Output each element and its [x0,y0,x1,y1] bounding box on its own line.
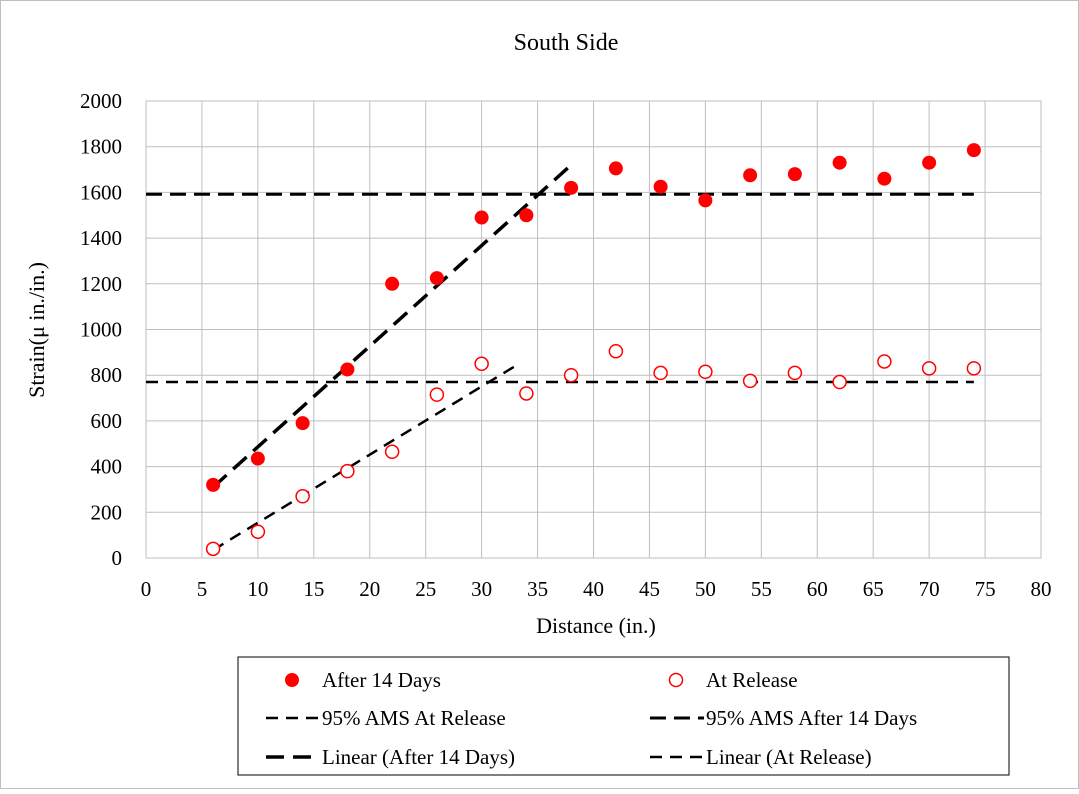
data-markers [205,143,982,557]
data-point-at-release [608,343,624,359]
legend-label: 95% AMS At Release [322,706,506,730]
x-tick-label: 70 [919,577,940,601]
x-tick-label: 75 [975,577,996,601]
x-tick-label: 35 [527,577,548,601]
y-tick-label: 0 [112,546,123,570]
legend-label: After 14 Days [322,668,441,692]
data-point-at-release [966,361,982,376]
data-point-at-release [742,373,758,389]
y-tick-label: 1400 [80,226,122,250]
x-axis-label: Distance (in.) [536,613,656,638]
y-tick-label: 1800 [80,135,122,159]
data-point-after-14-days [295,416,310,431]
y-tick-label: 800 [91,363,123,387]
legend-label: Linear (After 14 Days) [322,745,515,769]
legend: After 14 Days At Release 95% AMS At Releas… [237,656,1010,776]
data-point-after-14-days [743,168,758,183]
y-axis-label: Strain(μ in./in.) [24,262,49,398]
legend-symbol [668,672,684,688]
data-point-after-14-days [698,193,713,208]
plot-area-border [145,100,1042,559]
y-tick-label: 2000 [80,89,122,113]
chart-title: South Side [514,30,619,56]
x-tick-label: 0 [141,577,152,601]
data-point-at-release [295,489,310,504]
y-tick-label: 1200 [80,272,122,296]
data-point-after-14-days [922,155,937,170]
data-point-at-release [698,364,713,380]
legend-label: Linear (At Release) [706,745,872,769]
legend-label: 95% AMS After 14 Days [706,706,917,730]
data-point-at-release [877,354,892,369]
data-point-at-release [787,365,803,381]
data-point-after-14-days [429,271,444,286]
y-tick-label: 600 [91,409,123,433]
x-tick-label: 40 [583,577,604,601]
y-tick-label: 400 [91,455,123,479]
data-point-after-14-days [653,179,668,194]
data-point-after-14-days [206,477,221,492]
data-point-at-release [653,365,668,381]
x-tick-label: 50 [695,577,716,601]
data-point-at-release [250,524,266,539]
data-point-at-release [429,387,445,402]
data-point-after-14-days [250,451,265,466]
data-point-after-14-days [877,171,892,186]
data-point-at-release [563,367,579,383]
data-point-after-14-days [564,180,579,195]
x-tick-label: 15 [303,577,324,601]
x-axis-ticks: 0 5 10 15 20 25 30 35 40 45 50 55 60 65 70 75 80 [141,577,1052,601]
data-point-after-14-days [340,362,355,377]
data-point-after-14-days [608,161,623,176]
data-point-at-release [205,541,221,557]
data-point-at-release [921,361,937,376]
x-tick-label: 30 [471,577,492,601]
y-tick-label: 200 [91,500,123,524]
data-point-at-release [832,374,847,390]
x-tick-label: 55 [751,577,772,601]
y-tick-label: 1000 [80,318,122,342]
x-tick-label: 80 [1031,577,1052,601]
y-axis-ticks: 0 200 400 600 800 1000 1200 1400 1600 1800 2000 [80,89,122,570]
legend-symbol [285,673,299,687]
x-tick-label: 25 [415,577,436,601]
x-tick-label: 10 [247,577,268,601]
data-point-after-14-days [519,208,534,223]
data-point-after-14-days [385,276,400,291]
data-point-at-release [519,386,534,401]
x-tick-label: 5 [197,577,208,601]
x-tick-label: 20 [359,577,380,601]
x-tick-label: 45 [639,577,660,601]
legend-box [237,656,1010,776]
data-point-at-release [340,463,355,479]
data-point-after-14-days [966,143,981,158]
data-point-after-14-days [787,167,802,182]
legend-label: At Release [706,668,798,692]
x-tick-label: 65 [863,577,884,601]
x-tick-label: 60 [807,577,828,601]
y-tick-label: 1600 [80,180,122,204]
data-point-after-14-days [474,210,489,225]
data-point-at-release [474,356,489,372]
data-point-at-release [384,444,400,459]
data-point-after-14-days [832,155,847,170]
